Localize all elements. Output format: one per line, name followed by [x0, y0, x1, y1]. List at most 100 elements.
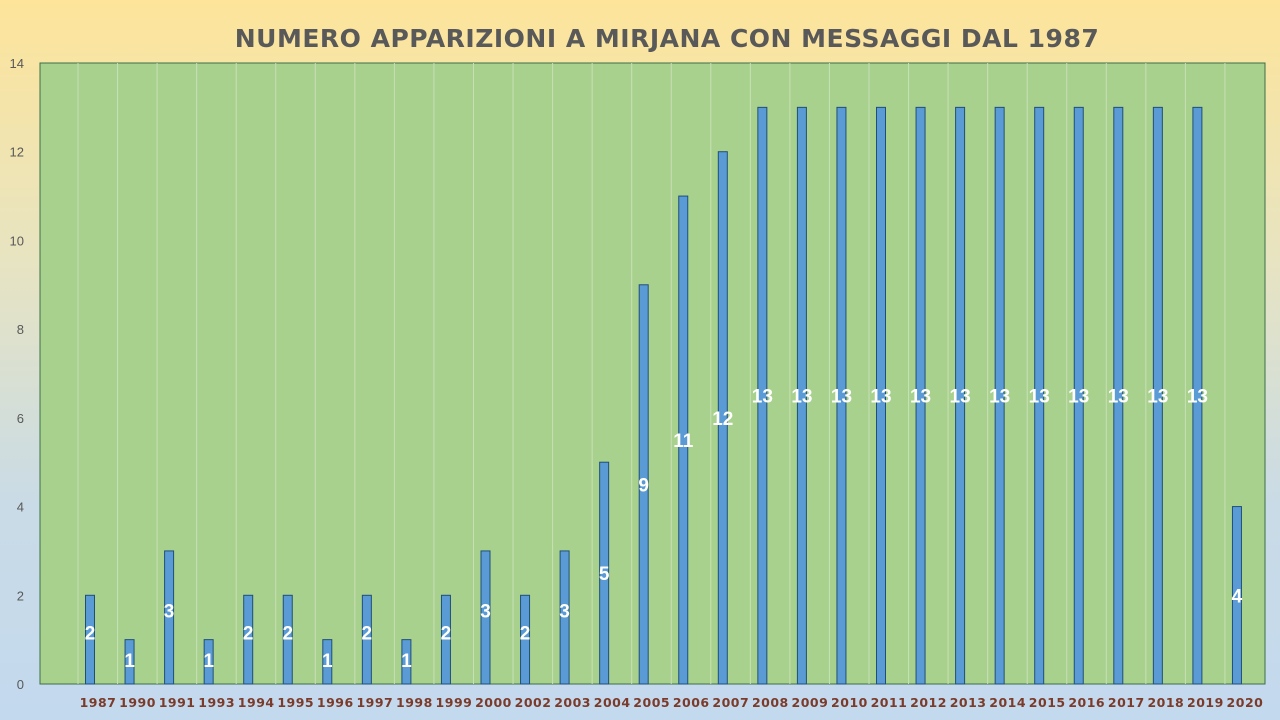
data-label: 2 [243, 624, 254, 645]
data-label: 3 [164, 601, 175, 622]
data-label: 13 [989, 387, 1010, 408]
x-tick-label: 2015 [1029, 695, 1066, 710]
bar [836, 106, 847, 685]
x-tick-label: 2017 [1108, 695, 1145, 710]
data-label: 12 [712, 409, 733, 430]
bar [1231, 506, 1242, 685]
bar [876, 106, 886, 685]
bar [401, 639, 412, 685]
bar [1073, 106, 1084, 685]
data-label: 2 [282, 624, 293, 645]
data-label: 13 [1147, 387, 1168, 408]
bar [480, 550, 491, 685]
data-label: 2 [441, 624, 452, 645]
x-tick-label: 2006 [673, 695, 710, 710]
data-label: 2 [85, 624, 96, 645]
data-label: 13 [1108, 387, 1129, 408]
data-label: 13 [831, 387, 852, 408]
y-tick-label: 12 [10, 145, 24, 160]
data-label: 13 [950, 387, 971, 408]
bar [361, 594, 372, 685]
chart-title: NUMERO APPARIZIONI A MIRJANA CON MESSAGG… [234, 24, 1100, 53]
x-tick-label: 2012 [910, 695, 947, 710]
y-tick-label: 10 [10, 233, 24, 248]
x-tick-label: 1990 [119, 695, 156, 710]
x-tick-label: 2010 [831, 695, 868, 710]
data-label: 3 [480, 601, 491, 622]
bar [796, 106, 807, 685]
data-label: 13 [791, 387, 812, 408]
bar [85, 594, 95, 685]
x-tick-label: 1994 [238, 695, 275, 710]
data-label: 13 [910, 387, 931, 408]
data-label: 2 [362, 624, 373, 645]
x-tick-label: 1987 [80, 695, 117, 710]
x-tick-label: 2004 [594, 695, 631, 710]
bar [282, 594, 293, 685]
x-tick-label: 2013 [950, 695, 987, 710]
bar [520, 594, 531, 685]
bar [322, 639, 333, 685]
x-tick-label: 2011 [871, 695, 908, 710]
bar [955, 106, 966, 685]
data-label: 13 [1068, 387, 1089, 408]
bar [678, 195, 689, 685]
bar [243, 594, 254, 685]
x-tick-label: 2018 [1147, 695, 1184, 710]
data-label: 3 [559, 601, 570, 622]
x-tick-label: 1996 [317, 695, 354, 710]
data-label: 1 [322, 651, 333, 672]
plot-area [39, 62, 1266, 685]
x-tick-label: 1993 [198, 695, 235, 710]
x-tick-label: 2016 [1068, 695, 1105, 710]
x-tick-label: 2003 [554, 695, 591, 710]
x-tick-label: 2008 [752, 695, 789, 710]
bar [203, 639, 214, 685]
x-tick-label: 1999 [436, 695, 473, 710]
y-tick-label: 14 [10, 56, 24, 71]
bar [757, 106, 768, 685]
data-label: 2 [520, 624, 531, 645]
data-label: 1 [124, 651, 135, 672]
x-tick-label: 2000 [475, 695, 512, 710]
bar [1152, 106, 1163, 685]
bar [124, 639, 135, 685]
bar [1192, 106, 1203, 685]
y-tick-label: 0 [17, 677, 24, 692]
data-label: 4 [1232, 586, 1243, 607]
bar [440, 594, 451, 685]
x-tick-label: 2019 [1187, 695, 1224, 710]
data-label: 1 [401, 651, 412, 672]
x-tick-label: 2014 [989, 695, 1026, 710]
x-tick-label: 2005 [633, 695, 670, 710]
bar [164, 550, 175, 685]
x-tick-label: 1997 [356, 695, 393, 710]
y-tick-label: 4 [17, 500, 24, 515]
data-label: 13 [870, 387, 891, 408]
data-label: 5 [599, 564, 610, 585]
x-tick-label: 2009 [792, 695, 829, 710]
data-label: 13 [1187, 387, 1208, 408]
x-tick-label: 1991 [159, 695, 196, 710]
x-tick-label: 2007 [712, 695, 749, 710]
x-tick-label: 2002 [515, 695, 552, 710]
bar [915, 106, 926, 685]
bar [994, 106, 1005, 685]
bar [638, 284, 649, 685]
x-tick-label: 1998 [396, 695, 433, 710]
bar [559, 550, 570, 685]
bar [1113, 106, 1124, 685]
bar [599, 461, 610, 685]
x-tick-label: 1995 [277, 695, 314, 710]
y-tick-label: 8 [17, 322, 24, 337]
y-tick-label: 2 [17, 588, 24, 603]
x-tick-label: 2020 [1227, 695, 1264, 710]
bar [1034, 106, 1045, 685]
data-label: 13 [1029, 387, 1050, 408]
data-label: 11 [673, 431, 694, 452]
bar [717, 151, 728, 685]
data-label: 13 [752, 387, 773, 408]
y-tick-label: 6 [17, 411, 24, 426]
data-label: 1 [203, 651, 214, 672]
